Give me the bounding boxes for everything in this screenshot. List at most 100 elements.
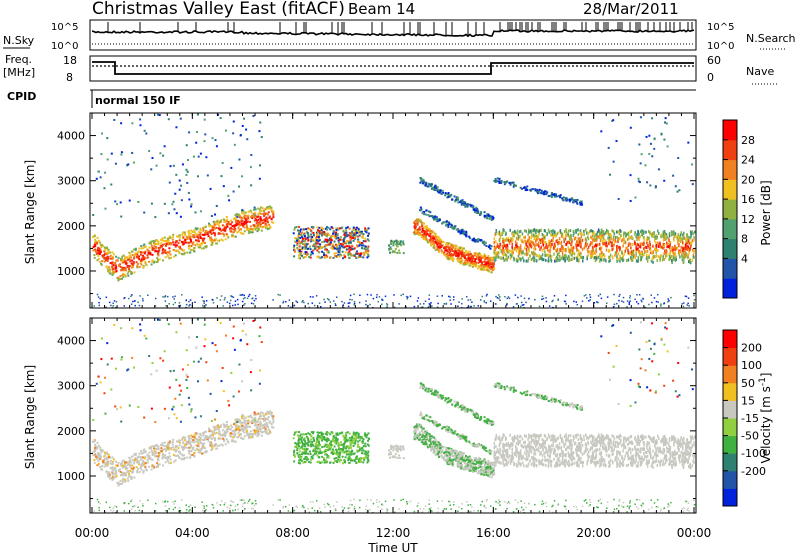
- power-cell: [208, 235, 210, 237]
- power-cell: [353, 294, 355, 296]
- power-cell: [540, 229, 542, 232]
- power-cell: [622, 244, 624, 247]
- power-cell: [328, 252, 330, 254]
- velocity-cell: [231, 430, 233, 432]
- power-cell: [348, 306, 350, 308]
- power-cell: [175, 174, 177, 176]
- power-cell: [494, 178, 496, 180]
- power-cell: [613, 243, 615, 246]
- power-cell: [137, 302, 139, 304]
- power-cell: [104, 247, 106, 249]
- power-cell: [216, 297, 218, 299]
- power-cell: [614, 304, 616, 306]
- power-cell: [515, 185, 517, 187]
- power-cell: [124, 261, 126, 263]
- power-cell: [509, 239, 511, 242]
- power-cell: [342, 244, 344, 246]
- power-cell: [113, 253, 115, 255]
- power-cell: [632, 253, 634, 256]
- power-cell: [205, 156, 207, 158]
- power-cell: [498, 178, 500, 180]
- power-cell: [196, 235, 198, 237]
- cpid-value: normal 150 IF: [95, 94, 181, 107]
- power-cell: [110, 184, 112, 186]
- power-cell: [177, 250, 179, 252]
- power-cell: [110, 305, 112, 307]
- power-cell: [349, 228, 351, 230]
- power-cell: [543, 258, 545, 261]
- power-cell: [554, 243, 556, 246]
- power-cell: [155, 243, 157, 245]
- power-cell: [666, 123, 668, 125]
- power-cell: [628, 259, 630, 262]
- power-cell: [521, 302, 523, 304]
- power-cell: [585, 228, 587, 231]
- power-cell: [499, 248, 501, 251]
- power-cell: [379, 296, 381, 298]
- power-cell: [129, 253, 131, 255]
- power-cell: [629, 236, 631, 239]
- power-cell: [370, 294, 372, 296]
- power-cell: [422, 181, 424, 183]
- power-cell: [616, 260, 618, 263]
- power-cell: [250, 154, 252, 156]
- power-cell: [250, 184, 252, 186]
- power-cell: [268, 211, 270, 213]
- power-cell: [666, 242, 668, 245]
- power-cell: [648, 256, 650, 259]
- power-cell: [514, 230, 516, 233]
- power-cell: [189, 245, 191, 247]
- power-cell: [575, 199, 577, 201]
- power-cell: [660, 305, 662, 307]
- power-cell: [630, 200, 632, 202]
- nave-tick-top: 60: [707, 54, 721, 67]
- power-cell: [498, 294, 500, 296]
- power-cell: [400, 240, 402, 242]
- power-cell: [689, 259, 691, 262]
- power-cell: [641, 232, 643, 235]
- power-cell: [654, 248, 656, 251]
- power-cell: [170, 254, 172, 256]
- power-cell: [432, 240, 434, 242]
- power-cell: [368, 232, 370, 234]
- power-cell: [117, 277, 119, 279]
- velocity-cell: [241, 417, 243, 419]
- power-cell: [651, 257, 653, 260]
- power-cell: [213, 232, 215, 234]
- power-cell: [349, 232, 351, 234]
- velocity-cell: [188, 453, 190, 455]
- power-cell: [98, 252, 100, 254]
- power-cell: [459, 259, 461, 261]
- power-cell: [210, 229, 212, 231]
- velocity-cell: [172, 444, 174, 446]
- power-cell: [533, 247, 535, 250]
- power-cell: [497, 177, 499, 179]
- power-cell: [254, 229, 256, 231]
- velocity-cell: [192, 441, 194, 443]
- power-cell: [427, 183, 429, 185]
- power-cell: [565, 254, 567, 257]
- power-cell: [549, 250, 551, 253]
- power-cell: [627, 238, 629, 241]
- power-cell: [452, 246, 454, 248]
- power-cell: [525, 187, 527, 189]
- power-cell: [204, 119, 206, 121]
- power-cell: [377, 301, 379, 303]
- power-cell: [424, 227, 426, 229]
- power-cell: [200, 243, 202, 245]
- power-cell: [242, 223, 244, 225]
- power-cell: [453, 299, 455, 301]
- power-cell: [612, 255, 614, 258]
- power-cell: [446, 253, 448, 255]
- power-cell: [590, 296, 592, 298]
- power-cell: [241, 294, 243, 296]
- power-cell: [559, 258, 561, 261]
- power-cell: [184, 252, 186, 254]
- power-cell: [578, 237, 580, 240]
- power-cell: [440, 246, 442, 248]
- power-cell: [333, 253, 335, 255]
- power-cell: [241, 209, 243, 211]
- power-cell: [414, 225, 416, 227]
- power-cell: [312, 226, 314, 228]
- power-cell: [247, 297, 249, 299]
